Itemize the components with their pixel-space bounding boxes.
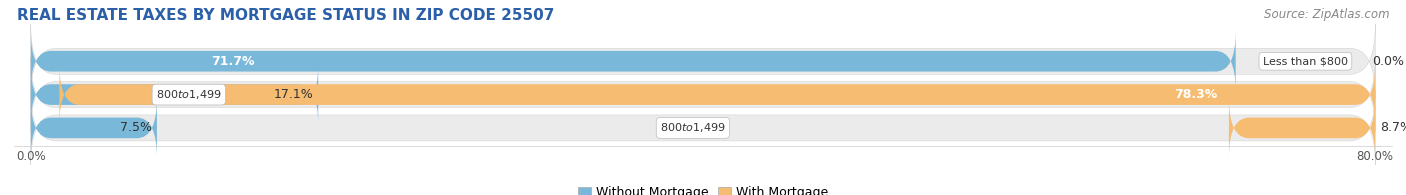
Legend: Without Mortgage, With Mortgage: Without Mortgage, With Mortgage — [574, 181, 832, 195]
FancyBboxPatch shape — [31, 91, 1375, 165]
Text: Less than $800: Less than $800 — [1263, 56, 1348, 66]
Text: 17.1%: 17.1% — [273, 88, 314, 101]
FancyBboxPatch shape — [31, 65, 318, 124]
Text: REAL ESTATE TAXES BY MORTGAGE STATUS IN ZIP CODE 25507: REAL ESTATE TAXES BY MORTGAGE STATUS IN … — [17, 8, 554, 23]
FancyBboxPatch shape — [31, 32, 1236, 91]
Text: $800 to $1,499: $800 to $1,499 — [661, 121, 725, 134]
Text: 0.0%: 0.0% — [1372, 55, 1405, 68]
Text: 71.7%: 71.7% — [211, 55, 254, 68]
Text: $800 to $1,499: $800 to $1,499 — [156, 88, 222, 101]
Text: 78.3%: 78.3% — [1174, 88, 1218, 101]
Text: Source: ZipAtlas.com: Source: ZipAtlas.com — [1264, 8, 1389, 21]
FancyBboxPatch shape — [31, 58, 1375, 132]
FancyBboxPatch shape — [31, 24, 1375, 98]
Text: 7.5%: 7.5% — [120, 121, 152, 134]
Text: 8.7%: 8.7% — [1381, 121, 1406, 134]
FancyBboxPatch shape — [59, 65, 1375, 124]
FancyBboxPatch shape — [1229, 98, 1375, 158]
FancyBboxPatch shape — [31, 98, 157, 158]
